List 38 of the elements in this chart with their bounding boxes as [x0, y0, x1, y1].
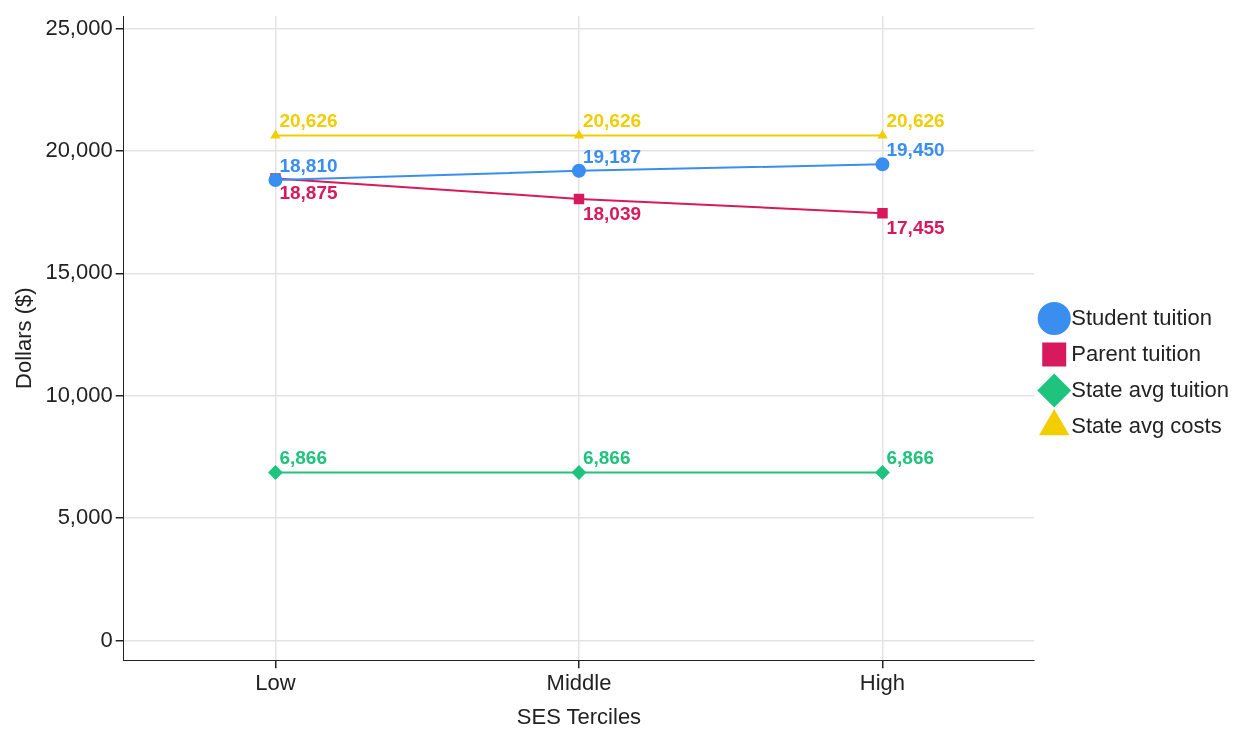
data-label: 19,187 — [582, 145, 642, 167]
legend-label: State avg costs — [1071, 412, 1222, 438]
legend-label: Parent tuition — [1071, 340, 1201, 366]
point — [571, 163, 586, 178]
data-label: 17,455 — [886, 216, 946, 238]
legend-label: Student tuition — [1071, 304, 1212, 330]
x-tick-label: Low — [255, 670, 296, 696]
y-tick-label: 20,000 — [45, 136, 113, 162]
data-label: 6,866 — [582, 447, 631, 469]
y-axis-title: Dollars ($) — [11, 287, 37, 389]
point — [875, 157, 890, 172]
data-label: 20,626 — [279, 110, 338, 132]
x-tick-label: Middle — [546, 670, 612, 696]
y-tick-label: 15,000 — [45, 259, 113, 285]
point — [573, 193, 585, 205]
point — [270, 130, 280, 139]
point — [268, 173, 283, 188]
data-label: 6,866 — [279, 447, 327, 469]
point — [574, 130, 584, 139]
data-label: 20,626 — [582, 110, 642, 132]
data-label: 18,875 — [279, 182, 338, 204]
y-tick-label: 5,000 — [57, 504, 113, 530]
y-tick-label: 10,000 — [45, 381, 113, 407]
data-label: 19,450 — [886, 139, 945, 161]
x-axis-title: SES Terciles — [516, 703, 642, 729]
point — [878, 130, 887, 139]
point — [571, 465, 586, 480]
y-tick-label: 25,000 — [45, 14, 113, 40]
data-label: 18,039 — [582, 202, 642, 224]
x-tick-label: High — [859, 670, 906, 696]
point — [268, 465, 283, 480]
point — [875, 465, 890, 480]
point — [877, 207, 888, 219]
data-label: 18,810 — [279, 154, 338, 176]
legend-label: State avg tuition — [1071, 376, 1230, 402]
y-tick-label: 0 — [100, 626, 113, 652]
data-label: 20,626 — [886, 110, 945, 132]
data-label: 6,866 — [886, 447, 935, 469]
